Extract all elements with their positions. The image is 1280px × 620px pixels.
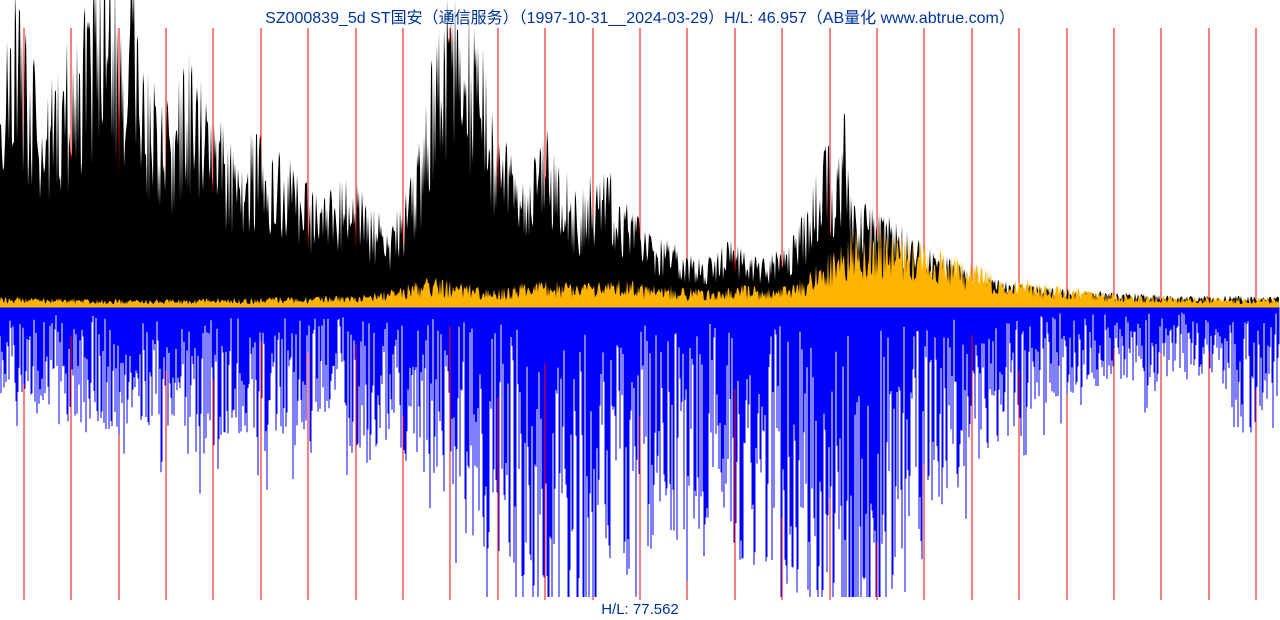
chart-footer: H/L: 77.562 (0, 601, 1280, 618)
chart-svg (0, 0, 1280, 620)
chart-title: SZ000839_5d ST国安（通信服务）（1997-10-31__2024-… (0, 4, 1280, 28)
chart-container: SZ000839_5d ST国安（通信服务）（1997-10-31__2024-… (0, 0, 1280, 620)
